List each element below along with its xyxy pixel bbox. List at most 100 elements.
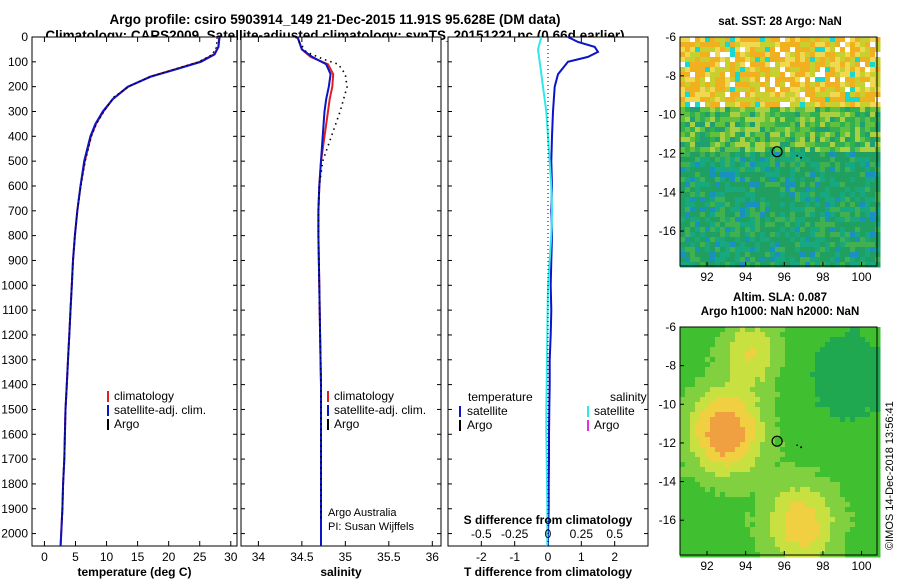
heatmap-cell — [735, 512, 741, 518]
heatmap-cell — [745, 342, 751, 348]
heatmap-cell — [730, 467, 736, 473]
heatmap-cell — [855, 122, 861, 128]
heatmap-cell — [830, 497, 836, 503]
heatmap-cell — [780, 217, 786, 223]
heatmap-cell — [780, 102, 786, 108]
heatmap-cell — [780, 222, 786, 228]
heatmap-cell — [785, 62, 791, 68]
heatmap-cell — [815, 412, 821, 418]
heatmap-cell — [740, 362, 746, 368]
heatmap-cell — [705, 77, 711, 83]
heatmap-cell — [860, 177, 866, 183]
heatmap-cell — [830, 452, 836, 458]
heatmap-cell — [820, 422, 826, 428]
heatmap-cell — [710, 207, 716, 213]
heatmap-cell — [680, 257, 686, 263]
heatmap-cell — [770, 172, 776, 178]
heatmap-cell — [865, 232, 871, 238]
heatmap-cell — [775, 87, 781, 93]
heatmap-cell — [730, 527, 736, 533]
heatmap-cell — [700, 137, 706, 143]
heatmap-cell — [820, 87, 826, 93]
heatmap-cell — [840, 152, 846, 158]
heatmap-cell — [790, 532, 796, 538]
heatmap-cell — [790, 247, 796, 253]
heatmap-cell — [770, 407, 776, 413]
heatmap-cell — [710, 182, 716, 188]
heatmap-cell — [680, 212, 686, 218]
heatmap-cell — [870, 222, 876, 228]
heatmap-cell — [745, 147, 751, 153]
heatmap-cell — [715, 407, 721, 413]
heatmap-cell — [725, 62, 731, 68]
heatmap-cell — [875, 82, 881, 88]
heatmap-cell — [835, 472, 841, 478]
heatmap-cell — [810, 137, 816, 143]
heatmap-cell — [865, 452, 871, 458]
heatmap-cell — [860, 357, 866, 363]
heatmap-cell — [770, 502, 776, 508]
heatmap-cell — [695, 407, 701, 413]
heatmap-cell — [785, 112, 791, 118]
heatmap-cell — [850, 422, 856, 428]
heatmap-cell — [695, 437, 701, 443]
y-tick-label: 500 — [8, 154, 28, 168]
heatmap-cell — [710, 247, 716, 253]
heatmap-cell — [735, 447, 741, 453]
heatmap-cell — [700, 357, 706, 363]
heatmap-cell — [795, 142, 801, 148]
heatmap-cell — [735, 462, 741, 468]
heatmap-cell — [700, 52, 706, 58]
heatmap-cell — [770, 402, 776, 408]
heatmap-cell — [790, 512, 796, 518]
heatmap-cell — [790, 477, 796, 483]
heatmap-cell — [750, 147, 756, 153]
heatmap-cell — [695, 182, 701, 188]
heatmap-cell — [870, 342, 876, 348]
heatmap-cell — [765, 137, 771, 143]
heatmap-cell — [710, 92, 716, 98]
heatmap-cell — [730, 72, 736, 78]
heatmap-cell — [755, 132, 761, 138]
heatmap-cell — [730, 117, 736, 123]
heatmap-cell — [780, 187, 786, 193]
heatmap-cell — [875, 362, 881, 368]
heatmap-cell — [750, 122, 756, 128]
heatmap-cell — [720, 177, 726, 183]
heatmap-cell — [715, 202, 721, 208]
heatmap-cell — [830, 187, 836, 193]
heatmap-cell — [760, 367, 766, 373]
heatmap-cell — [755, 252, 761, 258]
heatmap-cell — [695, 232, 701, 238]
heatmap-cell — [835, 482, 841, 488]
heatmap-cell — [740, 197, 746, 203]
heatmap-cell — [850, 247, 856, 253]
heatmap-cell — [860, 382, 866, 388]
heatmap-cell — [810, 467, 816, 473]
heatmap-cell — [815, 462, 821, 468]
heatmap-cell — [705, 442, 711, 448]
heatmap-cell — [775, 412, 781, 418]
heatmap-cell — [725, 47, 731, 53]
heatmap-cell — [690, 262, 696, 268]
heatmap-cell — [785, 137, 791, 143]
heatmap-cell — [865, 477, 871, 483]
heatmap-cell — [690, 412, 696, 418]
heatmap-cell — [855, 457, 861, 463]
heatmap-cell — [825, 447, 831, 453]
heatmap-cell — [785, 377, 791, 383]
heatmap-cell — [750, 427, 756, 433]
heatmap-cell — [840, 437, 846, 443]
heatmap-cell — [695, 482, 701, 488]
heatmap-cell — [785, 362, 791, 368]
heatmap-cell — [715, 157, 721, 163]
heatmap-cell — [780, 52, 786, 58]
heatmap-cell — [770, 112, 776, 118]
heatmap-cell — [730, 97, 736, 103]
heatmap-cell — [825, 152, 831, 158]
heatmap-cell — [770, 87, 776, 93]
heatmap-cell — [680, 482, 686, 488]
heatmap-cell — [855, 432, 861, 438]
heatmap-cell — [800, 152, 806, 158]
heatmap-cell — [800, 162, 806, 168]
